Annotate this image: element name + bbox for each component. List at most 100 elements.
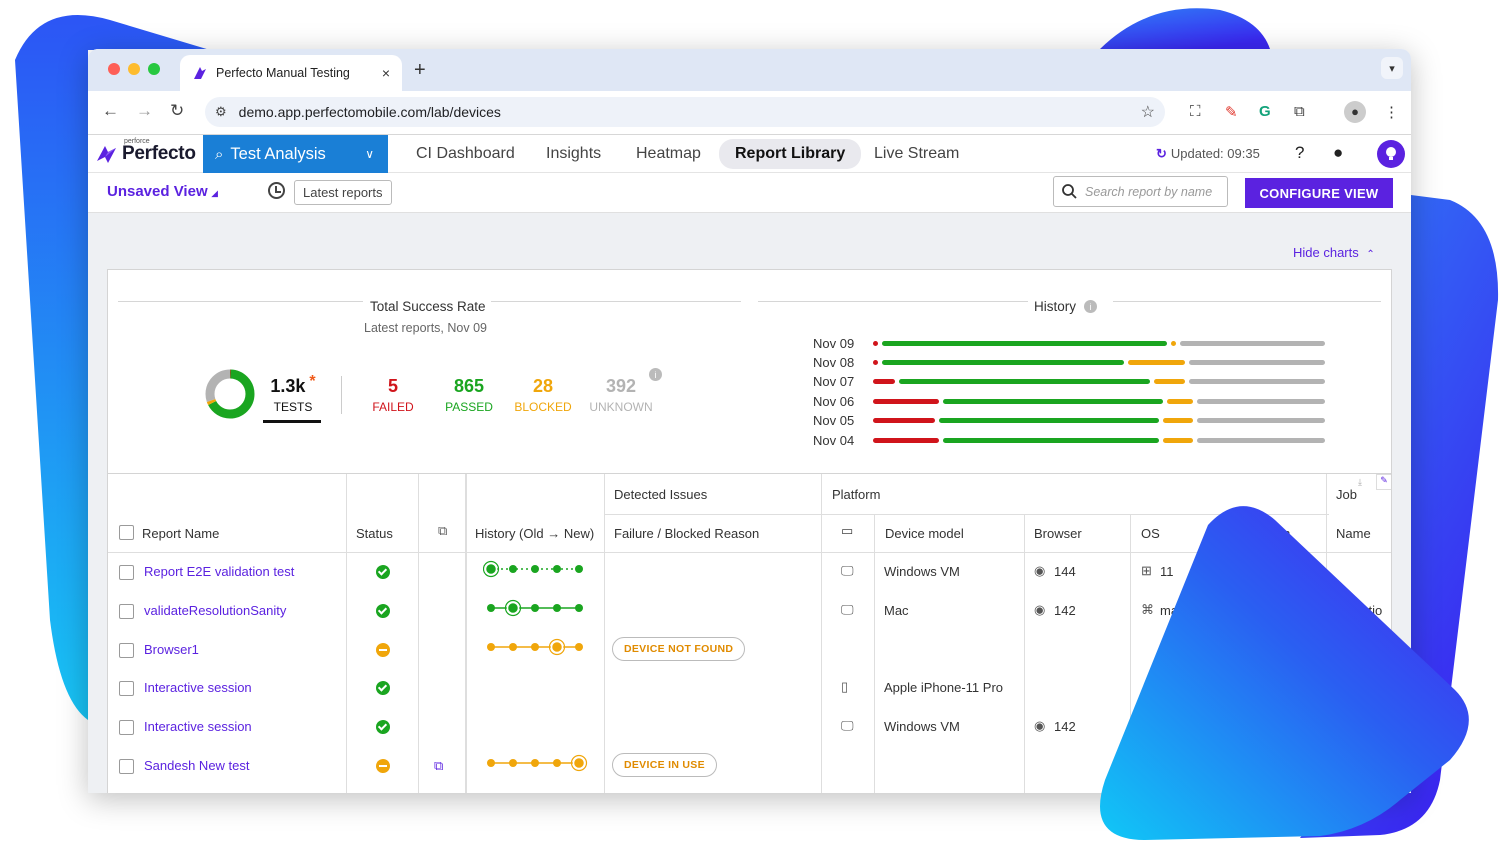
history-date: Nov 06 (813, 393, 855, 409)
user-icon[interactable]: ● (1333, 143, 1344, 162)
nav-heatmap[interactable]: Heatmap (636, 145, 701, 162)
row-checkbox[interactable] (119, 642, 134, 658)
new-tab-button[interactable]: + (414, 59, 426, 81)
col-os-version[interactable]: ion (1273, 526, 1291, 541)
copy-icon[interactable]: ⧉ (434, 758, 444, 773)
history-date: Nov 09 (813, 335, 855, 351)
profile-icon[interactable]: ● (1344, 101, 1366, 123)
stat-unknown[interactable]: 392 UNKNOWN i (586, 368, 662, 414)
select-all-checkbox[interactable] (119, 525, 134, 540)
charts-panel: Total Success Rate Latest reports, Nov 0… (107, 269, 1392, 474)
row-checkbox[interactable] (119, 603, 134, 619)
history-dots[interactable] (483, 638, 593, 656)
col-device-model[interactable]: Device model (885, 526, 964, 541)
grammarly-icon[interactable]: G (1259, 103, 1271, 120)
info-icon[interactable]: i (649, 368, 662, 381)
nav-live-stream[interactable]: Live Stream (874, 145, 960, 162)
row-checkbox[interactable] (119, 681, 134, 697)
failure-reason-badge[interactable]: DEVICE NOT FOUND (612, 636, 746, 661)
info-icon[interactable]: i (1084, 300, 1098, 313)
view-selector[interactable]: Unsaved View ◢ (107, 183, 218, 200)
history-dots[interactable] (483, 599, 593, 617)
browser-tab[interactable]: Perfecto Manual Testing × (180, 55, 402, 91)
maximize-window-button[interactable] (148, 63, 160, 75)
reload-icon[interactable]: ↻ (170, 101, 185, 120)
col-os[interactable]: OS (1141, 526, 1160, 541)
col-status[interactable]: Status (356, 526, 393, 541)
row-checkbox[interactable] (119, 759, 134, 774)
url-omnibox[interactable]: ⚙ demo.app.perfectomobile.com/lab/device… (205, 97, 1165, 127)
browser-version: 144 (1054, 564, 1076, 579)
nav-insights[interactable]: Insights (546, 145, 602, 162)
hide-charts-toggle[interactable]: Hide charts ⌃ (1293, 245, 1375, 260)
history-row[interactable]: Nov 04 (813, 430, 1325, 450)
report-name-link[interactable]: Sandesh New test (144, 758, 250, 773)
minimize-window-button[interactable] (128, 63, 140, 75)
report-name-link[interactable]: Interactive session (144, 719, 252, 735)
configure-view-button[interactable]: CONFIGURE VIEW (1245, 178, 1393, 208)
report-name-link[interactable]: validateResolutionSanity (144, 602, 287, 618)
bookmark-star-icon[interactable]: ☆ (1140, 104, 1155, 121)
history-dots[interactable] (483, 560, 593, 578)
url-text[interactable]: demo.app.perfectomobile.com/lab/devices (238, 104, 501, 120)
brand-name: Perfecto (122, 143, 196, 164)
passed-status-icon (376, 681, 390, 696)
help-icon[interactable]: ? (1295, 143, 1305, 162)
col-failure-reason[interactable]: Failure / Blocked Reason (614, 526, 760, 541)
row-checkbox[interactable] (119, 720, 134, 736)
close-tab-icon[interactable]: × (381, 65, 390, 81)
extensions-puzzle-icon[interactable]: ⧉ (1294, 103, 1305, 120)
screenshot-icon[interactable]: ⛶ (1190, 103, 1201, 120)
clock-icon[interactable] (268, 182, 285, 199)
report-search-input[interactable]: Search report by name (1053, 176, 1228, 207)
history-row[interactable]: Nov 06 (813, 391, 1325, 411)
latest-reports-chip[interactable]: Latest reports (294, 180, 392, 205)
view-toolbar: Unsaved View ◢ Latest reports Search repo… (88, 173, 1411, 213)
perfecto-logo[interactable]: perforce Perfecto (96, 135, 196, 173)
nav-report-library[interactable]: Report Library (719, 139, 862, 169)
devices-icon[interactable]: ▭ (841, 523, 854, 538)
product-selector[interactable]: ⌕ Test Analysis ∨ (203, 135, 388, 173)
nav-ci-dashboard[interactable]: CI Dashboard (416, 145, 515, 162)
wrench-icon[interactable]: ✎ (1376, 474, 1391, 490)
col-report-name[interactable]: Report Name (142, 526, 220, 541)
browser-menu-icon[interactable]: ⋮ (1384, 104, 1399, 121)
last-updated[interactable]: ↻ Updated: 09:35 (1156, 146, 1260, 162)
history-dot (575, 642, 583, 651)
download-icon[interactable]: ⤓ (1358, 477, 1362, 487)
tab-search-chevron-icon[interactable]: ▾ (1381, 57, 1403, 79)
history-dot (553, 759, 561, 767)
stat-blocked[interactable]: 28 BLOCKED (508, 376, 578, 414)
close-window-button[interactable] (108, 63, 120, 75)
back-arrow-icon[interactable]: ← (102, 101, 119, 120)
lightbulb-icon[interactable] (1377, 140, 1405, 168)
monitor-icon: 🖵 (841, 601, 854, 617)
history-row[interactable]: Nov 08 (813, 352, 1326, 372)
report-name-link[interactable]: Interactive session (144, 680, 252, 696)
stat-label: UNKNOWN (589, 400, 653, 414)
history-current-ring (570, 754, 588, 772)
forward-arrow-icon[interactable]: → (136, 101, 153, 120)
history-row[interactable]: Nov 05 (813, 411, 1325, 431)
history-current-ring (483, 560, 500, 578)
copy-icon[interactable]: ⧉ (438, 523, 448, 538)
col-job-name[interactable]: Name (1336, 526, 1371, 541)
history-row[interactable]: Nov 09 (813, 333, 1325, 353)
col-divider (1130, 514, 1131, 793)
total-tests-stat[interactable]: 1.3k * TESTS (263, 373, 323, 423)
history-dots[interactable] (483, 754, 593, 772)
site-settings-icon[interactable]: ⚙ (215, 104, 227, 119)
colorful-extension-icon[interactable]: ✎ (1225, 104, 1238, 121)
stat-passed[interactable]: 865 PASSED (434, 376, 504, 414)
failure-reason-badge[interactable]: DEVICE IN USE (612, 753, 717, 777)
history-row[interactable]: Nov 07 (813, 372, 1325, 392)
row-checkbox[interactable] (119, 565, 134, 580)
stat-failed[interactable]: 5 FAILED (358, 376, 428, 414)
device-model: Mac (884, 602, 909, 618)
col-history[interactable]: History (Old → New) (475, 526, 595, 541)
group-detected-issues: Detected Issues (614, 487, 708, 502)
report-name-link[interactable]: Browser1 (144, 641, 199, 657)
history-dot (550, 640, 564, 653)
col-browser[interactable]: Browser (1034, 526, 1082, 541)
report-name-link[interactable]: Report E2E validation test (144, 564, 295, 579)
